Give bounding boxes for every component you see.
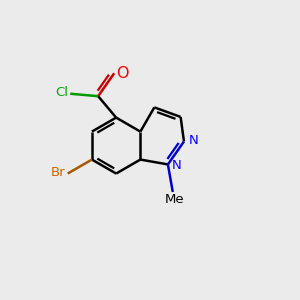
Text: O: O xyxy=(117,66,129,81)
Text: N: N xyxy=(171,159,181,172)
Text: Me: Me xyxy=(164,194,184,206)
Text: Cl: Cl xyxy=(55,86,68,99)
Text: N: N xyxy=(188,134,198,146)
Text: Br: Br xyxy=(51,166,65,178)
